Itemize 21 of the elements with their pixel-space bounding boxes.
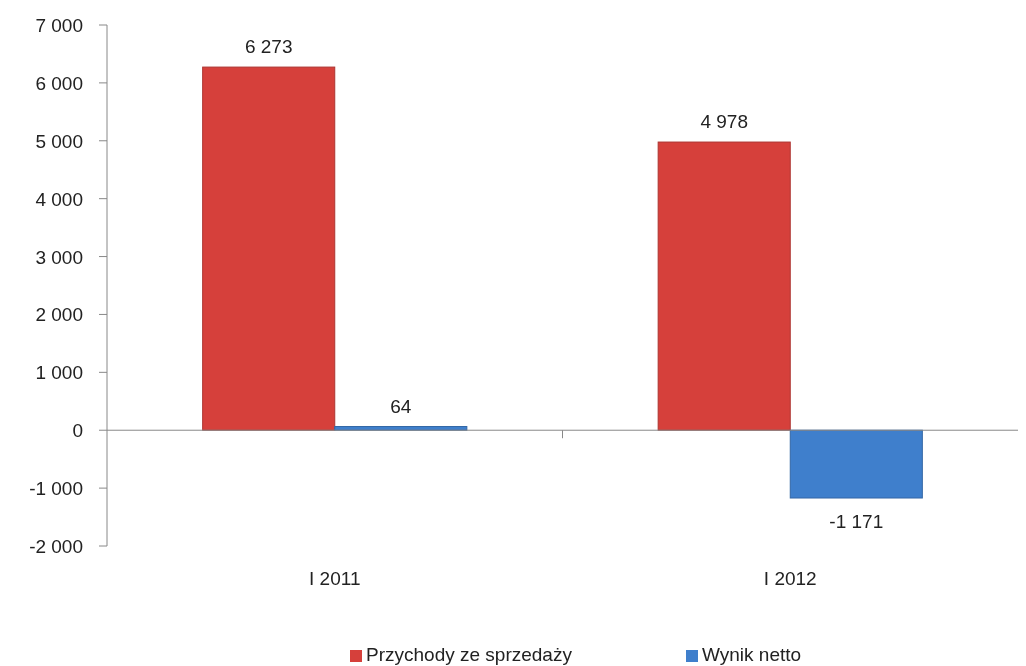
data-label: 6 273 <box>244 36 293 58</box>
y-tick-label: 0 <box>72 420 83 442</box>
y-tick-label: 1 000 <box>35 362 83 384</box>
x-tick-label: I 2011 <box>309 568 361 589</box>
y-tick-label: 3 000 <box>35 246 83 268</box>
legend-label: Wynik netto <box>702 644 802 665</box>
x-tick-label: I 2012 <box>763 568 817 589</box>
y-tick-label: 7 000 <box>35 15 83 36</box>
data-label: -1 171 <box>829 511 884 533</box>
y-tick-label: 5 000 <box>35 130 83 152</box>
y-tick-label: -1 000 <box>29 478 83 500</box>
y-tick-label: 2 000 <box>35 304 83 326</box>
data-label: 64 <box>390 395 412 417</box>
bar <box>202 66 336 431</box>
y-tick-label: -2 000 <box>29 536 83 557</box>
data-label: 4 978 <box>700 111 748 133</box>
legend-label: Przychody ze sprzedaży <box>366 644 573 665</box>
bar <box>657 141 791 431</box>
y-tick-label: 4 000 <box>35 188 83 210</box>
bar <box>789 429 923 499</box>
y-tick-label: 6 000 <box>35 72 83 94</box>
